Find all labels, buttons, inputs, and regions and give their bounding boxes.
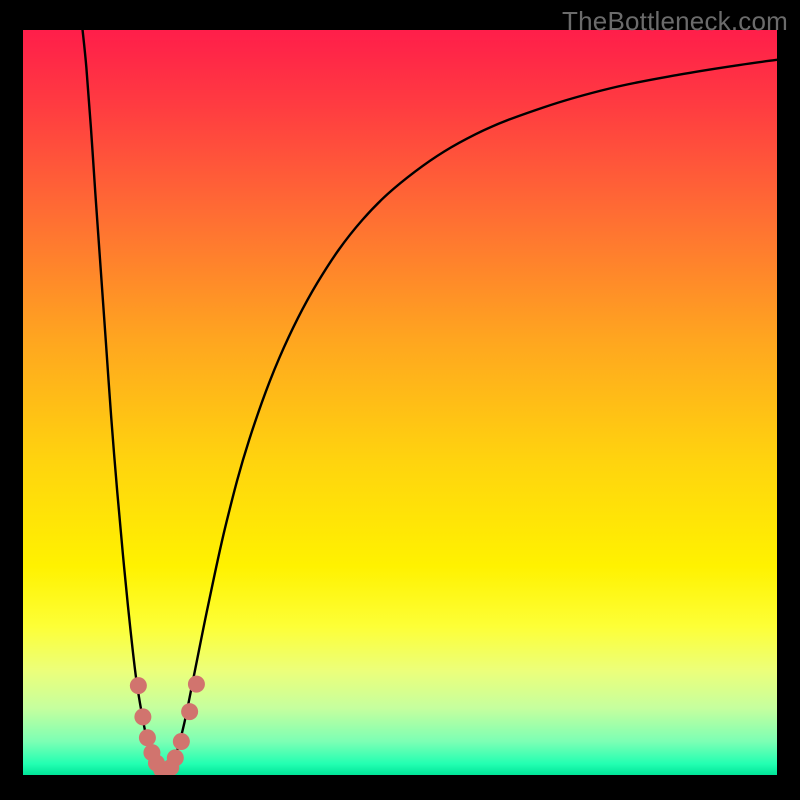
gradient-background <box>23 30 777 775</box>
watermark-text: TheBottleneck.com <box>562 6 788 37</box>
marker-point <box>130 677 147 694</box>
marker-point <box>167 749 184 766</box>
marker-point <box>134 708 151 725</box>
marker-point <box>139 729 156 746</box>
marker-point <box>173 733 190 750</box>
plot-area <box>23 30 777 775</box>
marker-point <box>181 703 198 720</box>
chart-root: TheBottleneck.com <box>0 0 800 800</box>
marker-point <box>188 676 205 693</box>
